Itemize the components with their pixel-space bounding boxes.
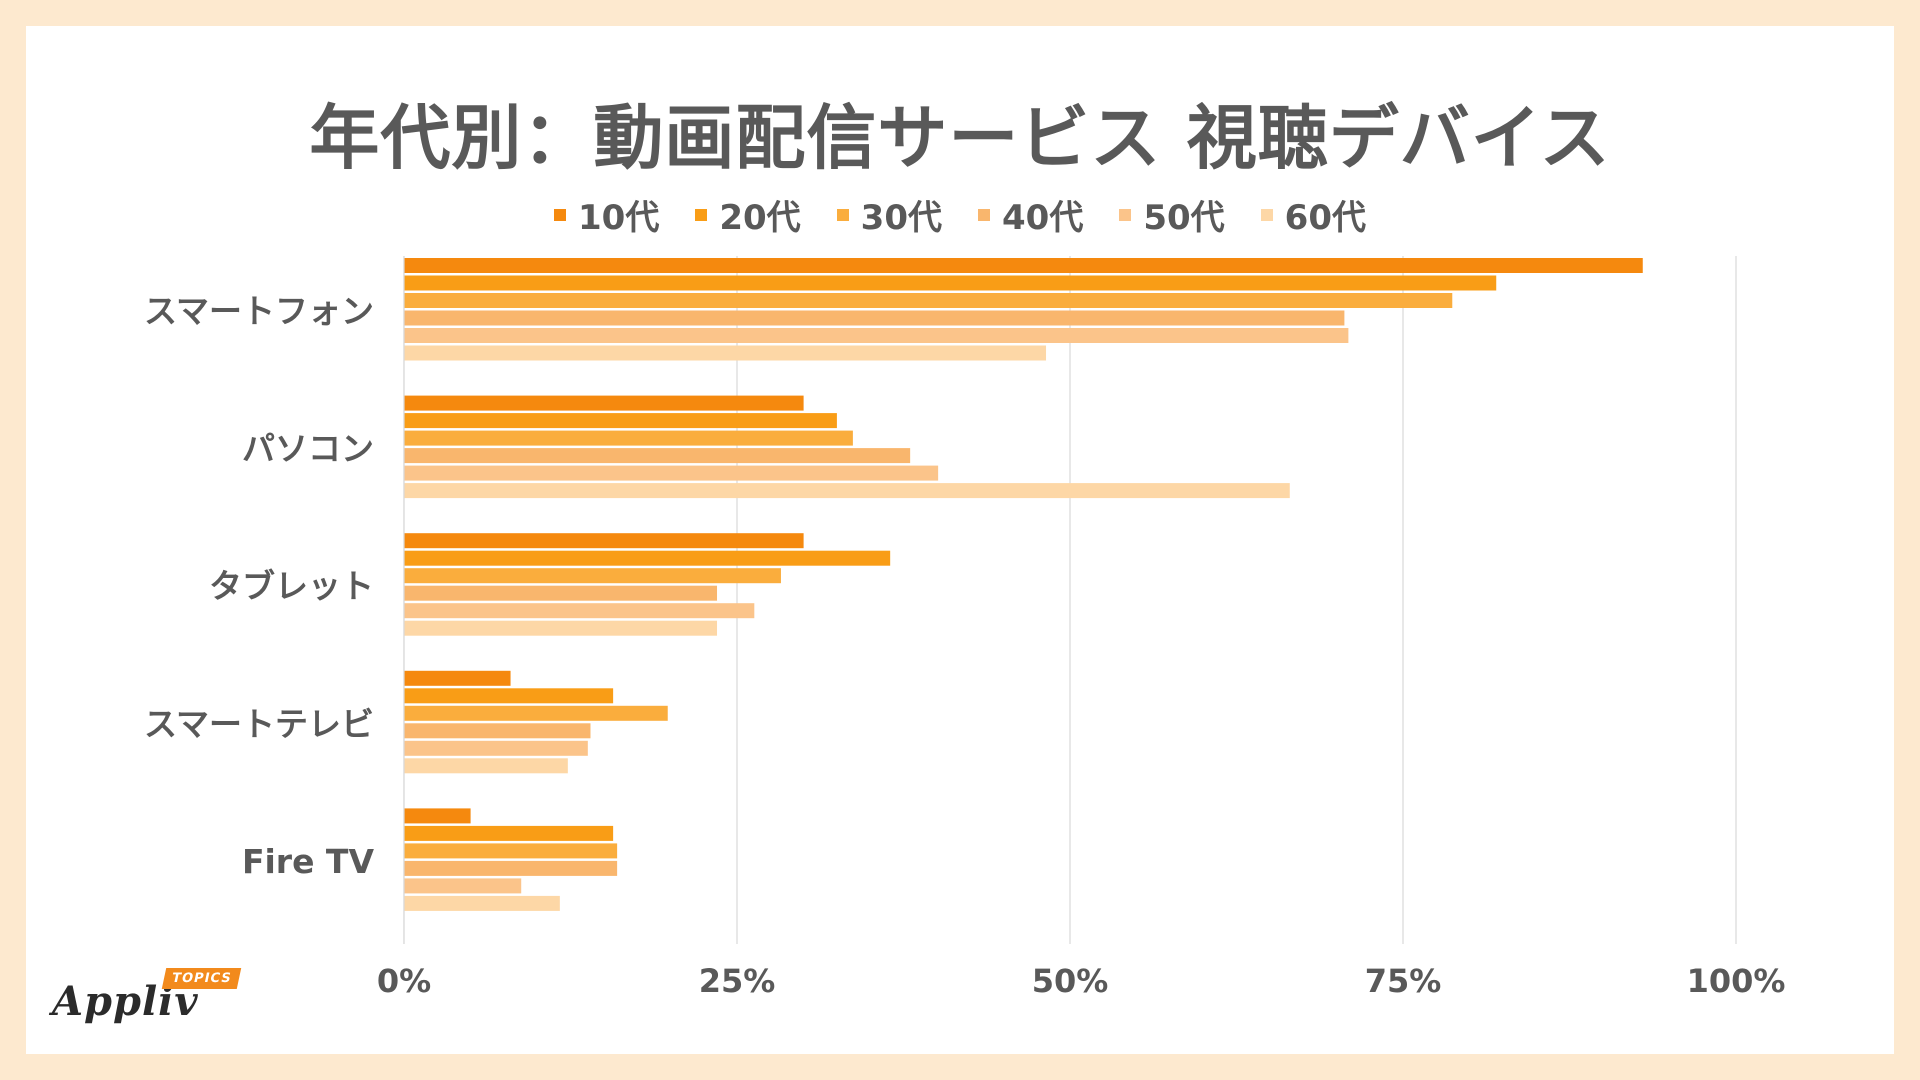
legend-label-3: 40代	[1002, 198, 1084, 238]
category-label-4: Fire TV	[242, 842, 375, 881]
bar-4-5	[404, 895, 560, 911]
bar-0-5	[404, 345, 1047, 361]
legend-label-4: 50代	[1143, 198, 1225, 238]
legend-swatch-0	[554, 208, 567, 221]
bar-1-5	[404, 483, 1290, 499]
legend-label-1: 20代	[719, 198, 801, 238]
legend-swatch-5	[1260, 208, 1273, 221]
bar-1-2	[404, 430, 853, 446]
bar-4-1	[404, 825, 614, 841]
bar-0-3	[404, 310, 1345, 326]
legend-item-3: 40代	[978, 190, 1083, 239]
bar-3-5	[404, 758, 568, 774]
bar-4-3	[404, 860, 618, 876]
legend-item-4: 50代	[1119, 190, 1225, 239]
legend-swatch-1	[695, 208, 708, 221]
bar-0-2	[404, 293, 1453, 308]
logo-badge: TOPICS	[161, 968, 242, 989]
category-label-1: パソコン	[242, 429, 374, 468]
bar-2-4	[404, 603, 755, 619]
legend-swatch-2	[836, 208, 849, 221]
bar-4-2	[404, 843, 618, 859]
bar-4-4	[404, 878, 522, 894]
bar-1-4	[404, 465, 939, 481]
bar-0-0	[404, 258, 1643, 273]
legend-item-1: 20代	[695, 190, 801, 239]
x-tick-label-3: 75%	[1365, 962, 1442, 1000]
bar-2-5	[404, 620, 718, 636]
chart-title: 年代別：動画配信サービス 視聴デバイス	[309, 97, 1611, 179]
bar-3-4	[404, 740, 588, 756]
legend-item-5: 60代	[1260, 190, 1366, 239]
bar-1-1	[404, 413, 837, 429]
x-tick-label-2: 50%	[1032, 962, 1109, 1000]
legend-item-2: 30代	[836, 190, 942, 239]
x-tick-label-4: 100%	[1687, 962, 1786, 1000]
bar-2-0	[404, 533, 804, 549]
category-label-0: スマートフォン	[144, 292, 374, 331]
legend-label-0: 10代	[578, 198, 660, 238]
chart-legend: 10代 20代 30代 40代 50代 60代	[0, 190, 1920, 239]
bar-1-3	[404, 448, 911, 464]
legend-swatch-3	[978, 208, 990, 221]
bar-0-1	[404, 275, 1497, 291]
bar-2-3	[404, 585, 718, 601]
bar-3-1	[404, 688, 614, 704]
bar-3-2	[404, 705, 668, 721]
chart-card	[26, 26, 1894, 1054]
x-tick-label-0: 0%	[377, 962, 431, 1000]
bar-3-3	[404, 723, 591, 739]
category-label-3: スマートテレビ	[144, 704, 374, 743]
legend-swatch-4	[1119, 208, 1132, 221]
bar-2-1	[404, 550, 891, 566]
category-label-2: タブレット	[209, 567, 374, 606]
bar-3-0	[404, 670, 511, 686]
legend-item-0: 10代	[554, 190, 659, 239]
legend-label-2: 30代	[860, 198, 942, 238]
bar-0-4	[404, 328, 1349, 343]
bar-2-2	[404, 568, 781, 584]
legend-label-5: 60代	[1284, 198, 1366, 238]
bar-4-0	[404, 808, 471, 824]
bar-1-0	[404, 395, 804, 411]
applv-logo: Appliv TOPICS	[52, 968, 252, 1030]
x-tick-label-1: 25%	[699, 962, 776, 1000]
